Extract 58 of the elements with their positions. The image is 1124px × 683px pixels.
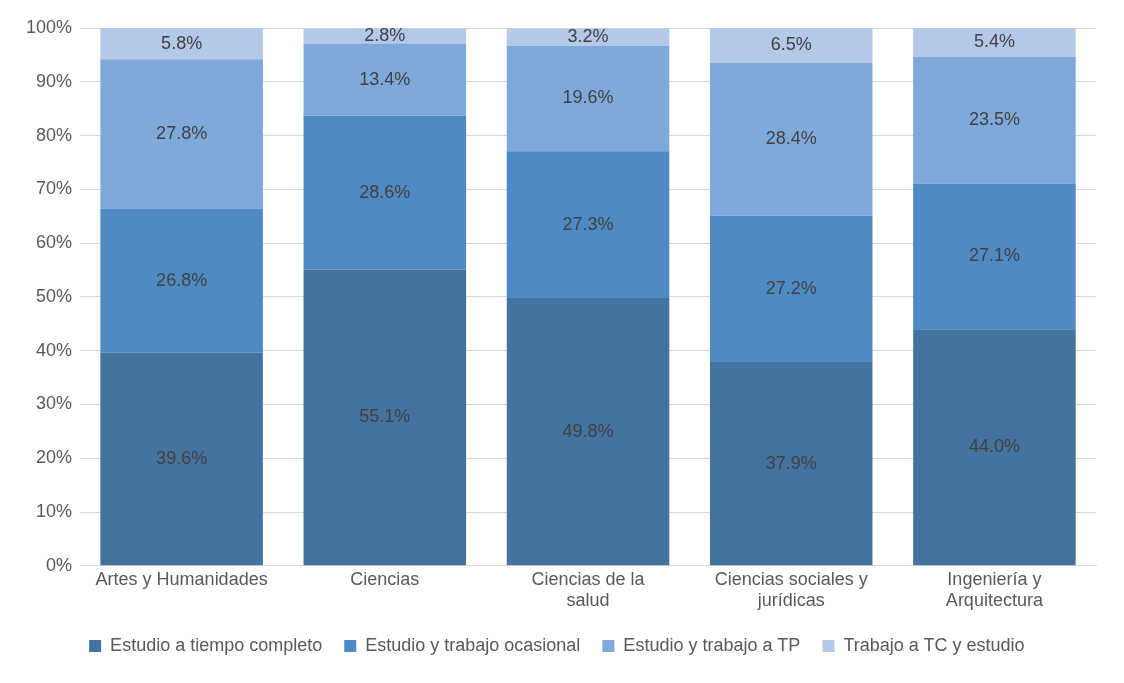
bar — [100, 59, 263, 209]
y-tick-label: 10% — [36, 500, 73, 521]
data-label: 27.3% — [562, 213, 614, 234]
data-label: 23.5% — [968, 109, 1020, 130]
bar — [913, 183, 1076, 330]
data-label: 6.5% — [770, 34, 812, 55]
y-tick-label: 50% — [36, 285, 73, 306]
data-label: 3.2% — [567, 26, 609, 47]
bar — [506, 45, 670, 152]
data-label: 37.9% — [765, 452, 817, 473]
data-label: 19.6% — [562, 87, 614, 108]
legend-label: Estudio y trabajo a TP — [623, 634, 801, 655]
x-tick-label: Ciencias — [350, 568, 420, 589]
data-label: 13.4% — [359, 68, 411, 89]
bar — [100, 352, 263, 566]
legend-label: Estudio y trabajo ocasional — [365, 634, 581, 655]
legend-label: Estudio a tiempo completo — [110, 634, 323, 655]
bar — [303, 115, 467, 270]
data-label: 26.8% — [156, 269, 208, 290]
bar — [709, 361, 873, 566]
bar — [303, 43, 467, 116]
bar — [709, 62, 873, 216]
data-label: 49.8% — [562, 420, 614, 441]
bar — [913, 28, 1076, 58]
bar — [709, 28, 873, 63]
data-label: 5.4% — [973, 31, 1015, 52]
data-label: 27.2% — [765, 277, 817, 298]
bar — [913, 329, 1076, 566]
data-label: 5.8% — [161, 32, 203, 53]
bar — [506, 151, 670, 298]
legend-label: Trabajo a TC y estudio — [843, 634, 1025, 655]
y-tick-label: 80% — [36, 124, 73, 145]
data-label: 39.6% — [156, 448, 208, 469]
bar — [100, 208, 263, 353]
data-label: 27.1% — [968, 245, 1020, 266]
y-tick-label: 60% — [36, 232, 73, 253]
x-tick-label: Ciencias sociales y jurídicas — [714, 568, 868, 611]
y-tick-label: 100% — [25, 16, 73, 37]
data-label: 44.0% — [968, 436, 1020, 457]
bar — [709, 215, 873, 362]
y-tick-label: 30% — [36, 393, 73, 414]
data-label: 28.6% — [359, 181, 411, 202]
bar — [100, 28, 263, 60]
data-label: 2.8% — [364, 25, 406, 46]
bar — [913, 57, 1076, 184]
data-label: 55.1% — [359, 406, 411, 427]
x-tick-label: Ciencias de la salud — [531, 568, 646, 611]
y-tick-label: 90% — [36, 70, 73, 91]
data-label: 28.4% — [765, 128, 817, 149]
x-tick-label: Artes y Humanidades — [95, 568, 268, 589]
y-tick-label: 20% — [36, 447, 73, 468]
y-tick-label: 0% — [46, 554, 73, 575]
y-tick-label: 40% — [36, 339, 73, 360]
data-label: 27.8% — [156, 122, 208, 143]
bar — [506, 297, 670, 566]
bar — [303, 269, 467, 566]
y-tick-label: 70% — [36, 178, 73, 199]
x-tick-label: Ingeniería y Arquitectura — [945, 568, 1044, 611]
